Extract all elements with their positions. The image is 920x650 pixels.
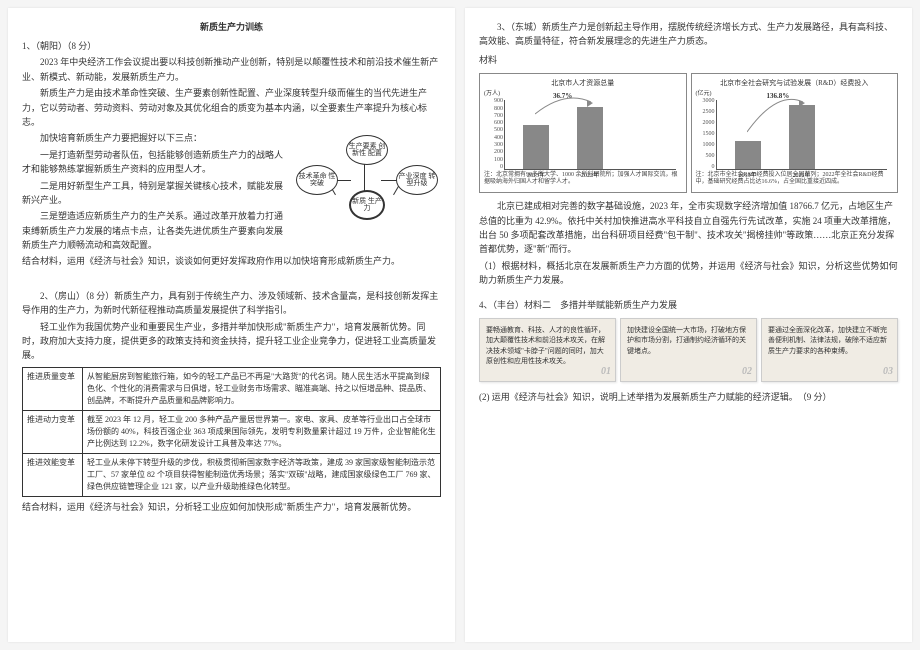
charts-row: 北京市人才资源总量 (万人) 900800 700600 500400 3002… [479, 73, 898, 193]
card-num-2: 02 [742, 364, 752, 379]
card-2: 加快建设全国统一大市场，打破地方保护和市场分割，打通制约经济循环的关键堵点。 0… [620, 318, 757, 382]
q1-head: 1、（朝阳）（8 分） [22, 39, 441, 53]
material-label: 材料 [479, 53, 898, 67]
cards-row: 要畅通教育、科技、人才的良性循环，加大颠覆性技术和前沿技术攻关，在解决技术领域"… [479, 318, 898, 382]
bubble-center: 新质 生产力 [349, 190, 385, 220]
table-row: 推进质量变革 从智能厨房到智能旅行箱，如今的轻工产品已不再是"大路货"的代名词。… [23, 367, 441, 410]
card-num-3: 03 [883, 364, 893, 379]
x2-1: 2022年 [575, 170, 605, 179]
chart-talent: 北京市人才资源总量 (万人) 900800 700600 500400 3002… [479, 73, 687, 193]
q1-p1: 2023 年中央经济工作会议提出要以科技创新推动产业创新，特别是以颠覆性技术和前… [22, 55, 441, 84]
card-3: 要通过全面深化改革，加快建立不断完善便利机制、法律法规，破除不适应新质生产力要求… [761, 318, 898, 382]
bar-2022 [577, 107, 603, 169]
reform-table: 推进质量变革 从智能厨房到智能旅行箱，如今的轻工产品已不再是"大路货"的代名词。… [22, 367, 441, 497]
ylabels-2: 30002500 20001500 1000500 0 [697, 98, 715, 170]
row-header: 推进质量变革 [23, 367, 83, 410]
q3-question: （1）根据材料，概括北京在发展新质生产力方面的优势，并运用《经济与社会》知识，分… [479, 259, 898, 288]
ylabels-1: 900800 700600 500400 300200 1000 [485, 98, 503, 170]
q4-question: (2) 运用《经济与社会》知识，说明上述举措为发展新质生产力赋能的经济逻辑。 （… [479, 390, 898, 404]
row-header: 推进效能变革 [23, 453, 83, 496]
x1-2: 2013年 [733, 170, 763, 179]
q4-head: 4、（丰台）材料二 多措并举赋能新质生产力发展 [479, 298, 898, 312]
page-left: 新质生产力训练 1、（朝阳）（8 分） 2023 年中央经济工作会议提出要以科技… [8, 8, 455, 642]
q1-p2: 新质生产力是由技术革命性突破、生产要素创新性配置、产业深度转型升级而催生的当代先… [22, 86, 441, 129]
bar-2013 [523, 125, 549, 169]
row-cell: 从智能厨房到智能旅行箱，如今的轻工产品已不再是"大路货"的代名词。随人民生活水平… [83, 367, 441, 410]
x1-1: 2013年 [521, 170, 551, 179]
card-num-1: 01 [601, 364, 611, 379]
chart-rd: 北京市全社会研究与试验发展（R&D）经费投入 (亿元) 30002500 200… [691, 73, 899, 193]
q3-head: 3、（东城）新质生产力是创新起主导作用，摆脱传统经济增长方式、生产力发展路径，具… [479, 20, 898, 49]
q3-p1: 北京已建成相对完善的数字基础设施，2023 年，全市实现数字经济增加值 1876… [479, 199, 898, 257]
row-header: 推进动力变革 [23, 410, 83, 453]
bubble-right: 产业深度 转型升级 [396, 165, 438, 195]
table-row: 推进效能变革 轻工业从未停下转型升级的步伐，积极贯彻新国家数字经济等政策，建成 … [23, 453, 441, 496]
chart2-title: 北京市全社会研究与试验发展（R&D）经费投入 [696, 78, 894, 88]
bubble-top: 生产要素 创新性 配置 [346, 135, 388, 165]
doc-title: 新质生产力训练 [22, 20, 441, 33]
chart1-title: 北京市人才资源总量 [484, 78, 682, 88]
row-cell: 截至 2023 年 12 月，轻工业 200 多种产品产量居世界第一。家电、家具… [83, 410, 441, 453]
bar-area-1: 900800 700600 500400 300200 1000 36.7% 2… [504, 100, 676, 170]
q2-p1: 轻工业作为我国优势产业和重要民生产业，多措并举加快形成"新质生产力"，培育发展新… [22, 320, 441, 363]
q2-p2: 结合材料，运用《经济与社会》知识，分析轻工业应如何加快形成"新质生产力"，培育发… [22, 500, 441, 514]
concept-diagram: 生产要素 创新性 配置 技术革命 性突破 产业深度 转型升级 新质 生产力 [291, 135, 441, 235]
card-1: 要畅通教育、科技、人才的良性循环，加大颠覆性技术和前沿技术攻关，在解决技术领域"… [479, 318, 616, 382]
q2-head: 2、（房山）（8 分）新质生产力，具有别于传统生产力、涉及领域新、技术含量高，是… [22, 289, 441, 318]
q1-p7: 结合材料，运用《经济与社会》知识，谈谈如何更好发挥政府作用以加快培育形成新质生产… [22, 254, 441, 268]
bar-area-2: 30002500 20001500 1000500 0 136.8% 2013年… [716, 100, 888, 170]
growth-1: 36.7% [553, 92, 572, 100]
page-right: 3、（东城）新质生产力是创新起主导作用，摆脱传统经济增长方式、生产力发展路径，具… [465, 8, 912, 642]
growth-2: 136.8% [767, 92, 790, 100]
x2-2: 2022年 [787, 170, 817, 179]
table-row: 推进动力变革 截至 2023 年 12 月，轻工业 200 多种产品产量居世界第… [23, 410, 441, 453]
row-cell: 轻工业从未停下转型升级的步伐，积极贯彻新国家数字经济等政策，建成 39 家国家级… [83, 453, 441, 496]
bar-2013-b [735, 141, 761, 169]
